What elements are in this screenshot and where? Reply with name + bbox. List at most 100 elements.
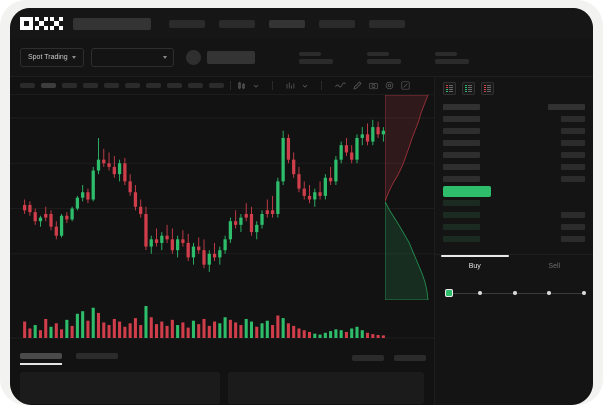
line-chart-icon[interactable] [335, 81, 346, 90]
ask-price [443, 128, 480, 134]
ask-amount [561, 152, 585, 158]
bottom-action-1[interactable] [352, 355, 384, 361]
tab-sell[interactable]: Sell [515, 255, 594, 278]
price-candlestick-chart[interactable] [10, 95, 434, 300]
bid-amount [561, 236, 585, 242]
bottom-tab-1[interactable] [20, 352, 62, 365]
orderbook-bid-row[interactable] [443, 197, 585, 209]
bid-price [443, 224, 480, 230]
tab-buy[interactable]: Buy [435, 255, 515, 278]
toolbar-divider [272, 81, 273, 90]
candlestick-chart-icon[interactable] [237, 81, 246, 90]
timeframe-1[interactable] [20, 83, 35, 88]
tab-buy-label: Buy [468, 263, 481, 270]
nav-item-5[interactable] [369, 19, 405, 28]
okx-logo-glyph-x [50, 17, 63, 30]
pair-avatar [185, 50, 201, 65]
orderbook-header-row [443, 101, 585, 113]
right-column: Buy Sell [434, 77, 593, 405]
slider-stop-25[interactable] [477, 291, 482, 295]
orderbook-bid-row[interactable] [443, 209, 585, 221]
ticker-stat-1 [298, 51, 333, 64]
top-header: OKX [10, 8, 593, 39]
orderbook-ask-row[interactable] [443, 161, 585, 173]
ask-price [443, 116, 480, 122]
orderbook-both-icon[interactable] [443, 82, 456, 95]
order-form [435, 278, 593, 305]
toolbar-divider [321, 81, 322, 90]
okx-logo[interactable]: OKX [20, 17, 65, 30]
nav-item-4[interactable] [319, 19, 355, 28]
bottom-tab-2-label [76, 352, 118, 359]
chart-tool-icons [237, 81, 410, 90]
orderbook[interactable] [435, 99, 593, 245]
slider-stop-50[interactable] [512, 291, 517, 295]
orderbook-bids-icon[interactable] [462, 82, 475, 95]
orderbook-bid-row[interactable] [443, 233, 585, 245]
timeframe-2[interactable] [41, 83, 56, 88]
pair-select[interactable] [90, 48, 174, 67]
settings-icon[interactable] [385, 81, 394, 90]
orderbook-ask-row[interactable] [443, 125, 585, 137]
ticker-stat-1-label [298, 51, 321, 56]
orderbook-asks-icon[interactable] [481, 82, 494, 95]
nav-item-1[interactable] [169, 19, 205, 28]
ticker-stat-3-label [434, 51, 457, 56]
orderbook-ask-row[interactable] [443, 113, 585, 125]
chevron-down-icon [71, 56, 76, 59]
percent-slider[interactable] [445, 287, 586, 299]
ticker-stat-2-value [366, 58, 401, 64]
bottom-panel-left[interactable] [20, 372, 220, 404]
header-nav [169, 19, 405, 28]
volume-svg [10, 306, 434, 339]
bottom-action-2[interactable] [394, 355, 426, 361]
orderbook-spread-row [443, 185, 585, 197]
ticker-stat-3-value [434, 58, 469, 64]
orderbook-bid-row[interactable] [443, 221, 585, 233]
orderbook-ask-row[interactable] [443, 149, 585, 161]
bid-amount [561, 212, 585, 218]
timeframe-8[interactable] [167, 83, 182, 88]
toolbar-divider [230, 81, 231, 90]
search-input[interactable] [73, 17, 151, 30]
timeframe-list [20, 83, 224, 88]
timeframe-3[interactable] [62, 83, 77, 88]
bid-price [443, 200, 480, 206]
okx-logo-glyph-k [35, 17, 48, 30]
bottom-tab-2[interactable] [76, 352, 118, 364]
timeframe-7[interactable] [146, 83, 161, 88]
orderbook-ask-row[interactable] [443, 173, 585, 185]
slider-handle[interactable] [445, 289, 453, 297]
nav-item-2[interactable] [219, 19, 255, 28]
pair-bar: Spot Trading [10, 39, 593, 77]
timeframe-5[interactable] [104, 83, 119, 88]
ticker-stat-3 [434, 51, 469, 64]
market-type-select[interactable]: Spot Trading [20, 48, 84, 67]
chevron-down-icon[interactable] [302, 83, 308, 89]
nav-item-3[interactable] [269, 19, 305, 28]
ask-amount [561, 116, 585, 122]
pencil-icon[interactable] [353, 81, 362, 90]
orderbook-ask-row[interactable] [443, 137, 585, 149]
chevron-down-icon[interactable] [253, 83, 259, 89]
candlestick-svg [10, 117, 434, 272]
okx-logo-glyph-o [20, 17, 33, 30]
volume-histogram[interactable] [10, 300, 434, 348]
spread-amount [561, 188, 585, 194]
chevron-down-icon [162, 56, 167, 59]
bottom-panel-right[interactable] [228, 372, 424, 404]
timeframe-6[interactable] [125, 83, 140, 88]
slider-stop-75[interactable] [547, 291, 552, 295]
timeframe-9[interactable] [188, 83, 203, 88]
indicator-icon[interactable] [286, 81, 295, 90]
slider-stop-100[interactable] [582, 291, 586, 295]
fullscreen-icon[interactable] [401, 81, 410, 90]
camera-icon[interactable] [369, 81, 378, 90]
ask-price [443, 140, 480, 146]
timeframe-10[interactable] [209, 83, 224, 88]
timeframe-4[interactable] [83, 83, 98, 88]
ticker-stat-2 [366, 51, 401, 64]
ask-price [443, 176, 480, 182]
ask-amount [561, 128, 585, 134]
